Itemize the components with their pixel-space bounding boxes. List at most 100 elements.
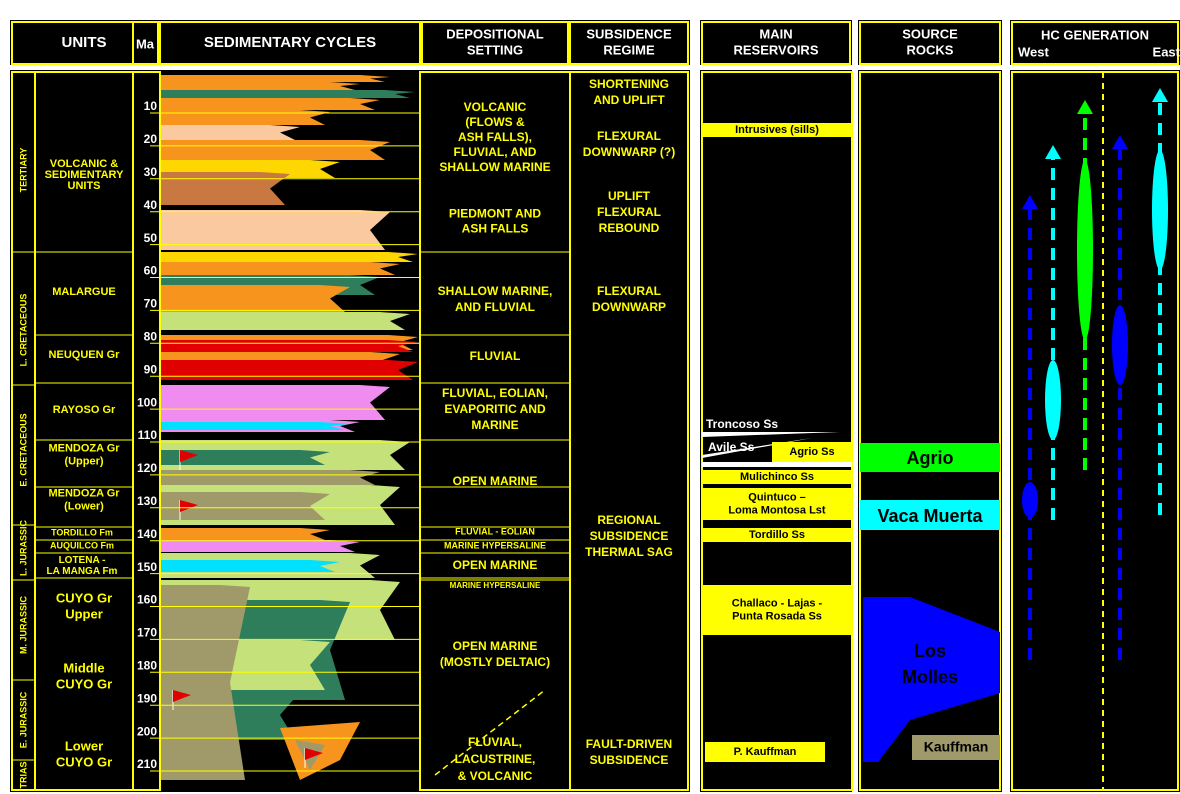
reservoir-wedge bbox=[702, 432, 840, 437]
unit-label: MENDOZA Gr bbox=[48, 487, 120, 499]
cycle-layer bbox=[160, 540, 360, 552]
cycle-layer bbox=[160, 90, 415, 98]
unit-label: UNITS bbox=[68, 180, 101, 192]
box bbox=[701, 21, 851, 65]
hc-arrowhead bbox=[1152, 88, 1168, 102]
setting-label: EVAPORITIC AND bbox=[444, 402, 546, 416]
source-label: Molles bbox=[902, 667, 958, 687]
box bbox=[1011, 71, 1179, 791]
cycle-layer bbox=[160, 98, 380, 110]
cycle-layer bbox=[160, 75, 390, 82]
setting-label: OPEN MARINE bbox=[453, 558, 538, 572]
hc-window bbox=[1045, 360, 1061, 440]
box bbox=[859, 21, 1001, 65]
gap bbox=[1002, 20, 1010, 792]
cycle-layer bbox=[160, 360, 418, 380]
cycle-layer bbox=[160, 422, 350, 430]
cycle-layer bbox=[160, 492, 330, 520]
reservoir-label: Avile Ss bbox=[708, 440, 755, 454]
unit-label: Upper bbox=[65, 606, 103, 621]
unit-label: CUYO Gr bbox=[56, 676, 112, 691]
box bbox=[569, 71, 689, 791]
hc-window bbox=[1112, 305, 1128, 385]
setting-label: ASH FALLS bbox=[462, 222, 529, 236]
regime-label: REBOUND bbox=[599, 221, 660, 235]
setting-label: FLUVIAL, AND bbox=[454, 145, 537, 159]
label: SETTING bbox=[467, 42, 523, 57]
regime-label: REGIONAL bbox=[597, 513, 660, 527]
reservoir-label: Agrio Ss bbox=[789, 446, 834, 458]
reservoir-label: Tordillo Ss bbox=[749, 529, 805, 541]
hc-window bbox=[1152, 150, 1168, 270]
reservoir-label: Loma Montosa Lst bbox=[728, 504, 826, 516]
ma-tick-label: 90 bbox=[144, 362, 158, 376]
label: DEPOSITIONAL bbox=[446, 26, 544, 41]
setting-label: SHALLOW MARINE bbox=[439, 160, 550, 174]
regime-label: DOWNWARP bbox=[592, 300, 666, 314]
period-label: L. JURASSIC bbox=[18, 519, 28, 576]
reservoir bbox=[702, 123, 852, 137]
box bbox=[569, 21, 689, 65]
unit-label: MENDOZA Gr bbox=[48, 442, 120, 454]
reservoir bbox=[702, 585, 852, 635]
cycle-layer bbox=[160, 585, 250, 780]
reservoir bbox=[702, 470, 852, 484]
cycle-layer bbox=[160, 110, 330, 125]
reservoir-label: Punta Rosada Ss bbox=[732, 610, 822, 622]
box bbox=[701, 71, 853, 791]
unit-label: VOLCANIC & bbox=[50, 158, 119, 170]
setting-label: OPEN MARINE bbox=[453, 474, 538, 488]
ma-tick-label: 20 bbox=[144, 132, 158, 146]
source-label: Kauffman bbox=[924, 739, 989, 755]
reservoir-label: Intrusives (sills) bbox=[735, 124, 819, 136]
box bbox=[1011, 21, 1179, 65]
reservoir-label: P. Kauffman bbox=[734, 746, 797, 758]
period-label: L. CRETACEOUS bbox=[18, 294, 28, 367]
setting-label: SHALLOW MARINE, bbox=[438, 284, 553, 298]
regime-label: AND UPLIFT bbox=[593, 93, 665, 107]
hc-window bbox=[1022, 482, 1038, 518]
unit-label: RAYOSO Gr bbox=[53, 404, 116, 416]
unit-label: MALARGUE bbox=[52, 286, 116, 298]
cycle-layer bbox=[160, 285, 350, 312]
label: RESERVOIRS bbox=[733, 42, 818, 57]
hc-arrowhead bbox=[1022, 195, 1038, 209]
period-label: M. JURASSIC bbox=[18, 595, 28, 654]
cycle-layer bbox=[160, 470, 380, 485]
setting-label: (MOSTLY DELTAIC) bbox=[440, 655, 550, 669]
reservoir bbox=[705, 742, 825, 762]
setting-label: MARINE HYPERSALINE bbox=[450, 581, 541, 590]
flag bbox=[173, 690, 191, 702]
ma-tick-label: 80 bbox=[144, 329, 158, 343]
unit-label: (Upper) bbox=[64, 455, 103, 467]
unit-label: (Lower) bbox=[64, 500, 104, 512]
reservoir-label: Quintuco – bbox=[748, 491, 805, 503]
label: SUBSIDENCE bbox=[586, 26, 672, 41]
sedimentary-cycles bbox=[160, 75, 418, 780]
ma-tick-label: 10 bbox=[144, 99, 158, 113]
box bbox=[859, 71, 1001, 791]
ma-tick-label: 110 bbox=[138, 428, 158, 442]
ma-tick-label: 60 bbox=[144, 264, 158, 278]
label: UNITS bbox=[62, 34, 107, 51]
ma-tick-label: 140 bbox=[137, 527, 157, 541]
regime-label: UPLIFT bbox=[608, 189, 651, 203]
reservoir bbox=[702, 488, 852, 520]
label: Ma bbox=[136, 36, 155, 51]
fault-trace bbox=[434, 689, 546, 776]
flag bbox=[180, 450, 198, 462]
box bbox=[132, 71, 161, 791]
ma-tick-label: 130 bbox=[137, 494, 157, 508]
regime-label: SHORTENING bbox=[589, 77, 669, 91]
source-label: Los bbox=[914, 641, 946, 661]
cycle-layer bbox=[160, 340, 418, 352]
box bbox=[132, 21, 159, 65]
cycle-layer bbox=[160, 560, 340, 572]
label: SEDIMENTARY CYCLES bbox=[204, 34, 376, 51]
unit-label: Lower bbox=[65, 738, 103, 753]
unit-label: NEUQUEN Gr bbox=[49, 349, 121, 361]
label: REGIME bbox=[603, 42, 655, 57]
source-rock bbox=[860, 500, 1000, 530]
reservoir-bar bbox=[702, 462, 852, 467]
box bbox=[421, 21, 569, 65]
